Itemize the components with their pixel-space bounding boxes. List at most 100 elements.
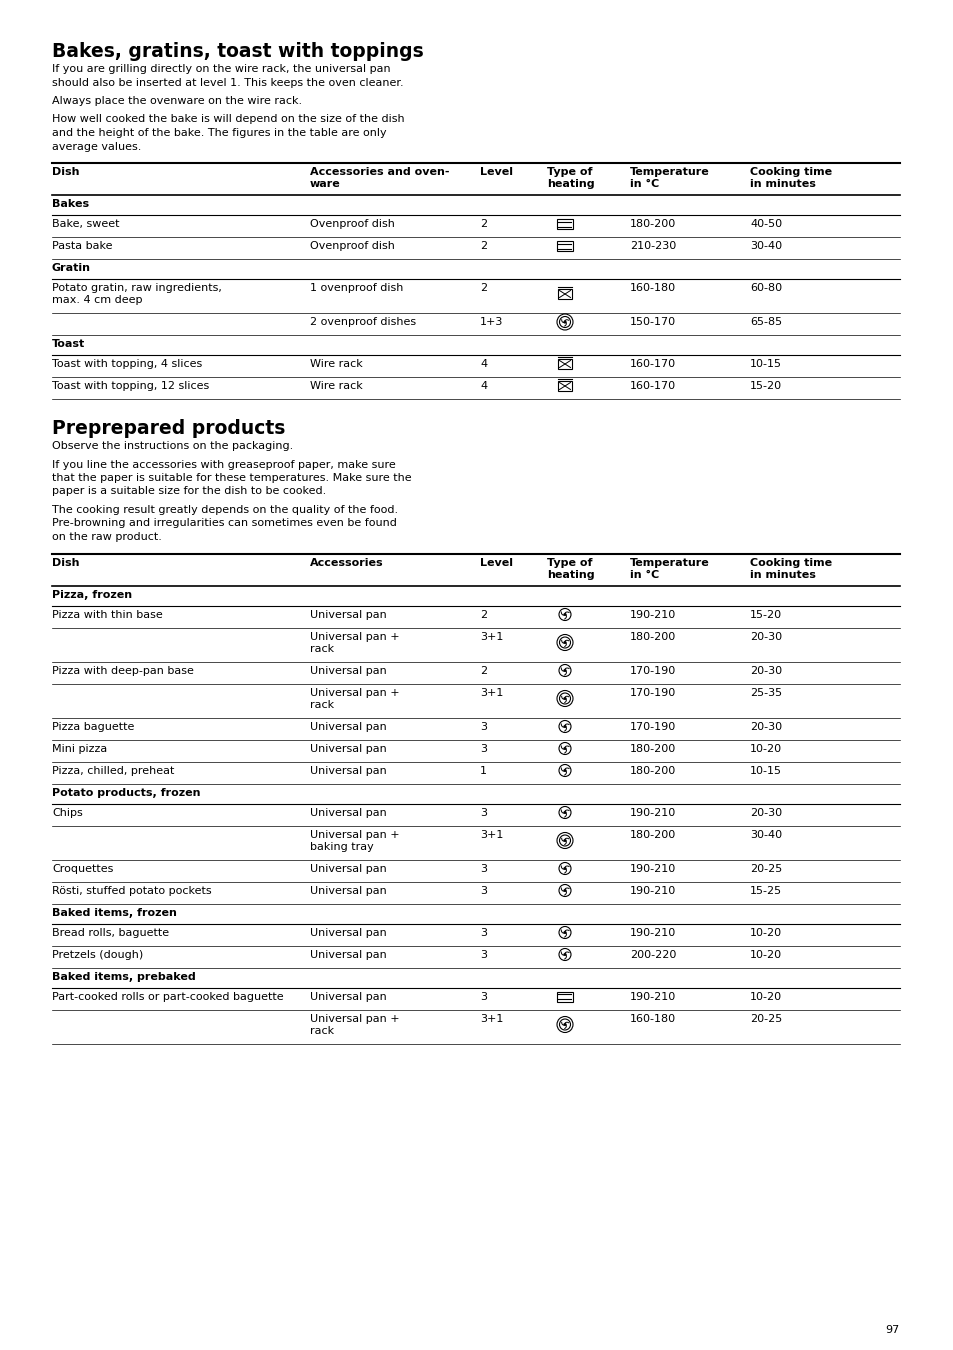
Text: Accessories and oven-: Accessories and oven- xyxy=(310,167,449,177)
Text: heating: heating xyxy=(546,570,594,579)
Text: rack: rack xyxy=(310,644,334,653)
Text: average values.: average values. xyxy=(52,142,141,151)
Text: How well cooked the bake is will depend on the size of the dish: How well cooked the bake is will depend … xyxy=(52,115,404,124)
Text: 2: 2 xyxy=(479,219,487,230)
Text: 1 ovenproof dish: 1 ovenproof dish xyxy=(310,284,403,293)
Text: 160-170: 160-170 xyxy=(629,381,676,392)
Bar xyxy=(557,242,573,251)
Text: Level: Level xyxy=(479,167,513,177)
Text: 3: 3 xyxy=(479,864,486,873)
Text: 180-200: 180-200 xyxy=(629,765,676,775)
Text: Dish: Dish xyxy=(52,558,79,567)
Circle shape xyxy=(563,321,566,323)
Text: Universal pan: Universal pan xyxy=(310,864,386,873)
Text: 1+3: 1+3 xyxy=(479,317,503,327)
Text: Toast: Toast xyxy=(52,339,85,350)
Text: 160-170: 160-170 xyxy=(629,359,676,369)
Text: 3: 3 xyxy=(479,721,486,732)
Circle shape xyxy=(563,953,566,956)
Text: 180-200: 180-200 xyxy=(629,219,676,230)
Text: 3+1: 3+1 xyxy=(479,829,503,840)
Text: and the height of the bake. The figures in the table are only: and the height of the bake. The figures … xyxy=(52,128,386,138)
Text: 200-220: 200-220 xyxy=(629,949,676,960)
Text: 3: 3 xyxy=(479,807,486,818)
Text: Pizza with thin base: Pizza with thin base xyxy=(52,609,163,620)
Text: 190-210: 190-210 xyxy=(629,609,676,620)
Text: Type of: Type of xyxy=(546,167,592,177)
Text: Universal pan: Universal pan xyxy=(310,927,386,937)
Text: Ovenproof dish: Ovenproof dish xyxy=(310,219,395,230)
Text: Bread rolls, baguette: Bread rolls, baguette xyxy=(52,927,169,937)
Text: Universal pan: Universal pan xyxy=(310,721,386,732)
Circle shape xyxy=(563,890,566,892)
Text: in °C: in °C xyxy=(629,570,659,579)
Text: Bakes: Bakes xyxy=(52,198,89,209)
Text: 2 ovenproof dishes: 2 ovenproof dishes xyxy=(310,317,416,327)
Text: Observe the instructions on the packaging.: Observe the instructions on the packagin… xyxy=(52,441,293,451)
Text: 10-20: 10-20 xyxy=(749,949,781,960)
Text: 170-190: 170-190 xyxy=(629,721,676,732)
Text: in °C: in °C xyxy=(629,180,659,189)
Text: 3: 3 xyxy=(479,744,486,753)
Text: in minutes: in minutes xyxy=(749,180,815,189)
Text: 30-40: 30-40 xyxy=(749,829,781,840)
Text: If you line the accessories with greaseproof paper, make sure: If you line the accessories with greasep… xyxy=(52,459,395,470)
Text: 20-30: 20-30 xyxy=(749,666,781,675)
Text: that the paper is suitable for these temperatures. Make sure the: that the paper is suitable for these tem… xyxy=(52,472,411,483)
Text: Temperature: Temperature xyxy=(629,558,709,567)
Text: 10-20: 10-20 xyxy=(749,991,781,1002)
Text: 20-25: 20-25 xyxy=(749,864,781,873)
Text: Mini pizza: Mini pizza xyxy=(52,744,107,753)
Text: Baked items, frozen: Baked items, frozen xyxy=(52,907,176,918)
Text: Bake, sweet: Bake, sweet xyxy=(52,219,119,230)
Text: 20-30: 20-30 xyxy=(749,807,781,818)
Text: Universal pan +: Universal pan + xyxy=(310,632,399,641)
Text: Universal pan: Universal pan xyxy=(310,886,386,895)
Text: 3: 3 xyxy=(479,991,486,1002)
Text: Cooking time: Cooking time xyxy=(749,167,831,177)
Text: Croquettes: Croquettes xyxy=(52,864,113,873)
Circle shape xyxy=(563,670,566,672)
Text: Toast with topping, 4 slices: Toast with topping, 4 slices xyxy=(52,359,202,369)
Text: The cooking result greatly depends on the quality of the food.: The cooking result greatly depends on th… xyxy=(52,505,397,514)
Text: Universal pan: Universal pan xyxy=(310,666,386,675)
Text: rack: rack xyxy=(310,1026,334,1035)
Text: Dish: Dish xyxy=(52,167,79,177)
Circle shape xyxy=(563,840,566,841)
Text: max. 4 cm deep: max. 4 cm deep xyxy=(52,296,142,305)
Text: 180-200: 180-200 xyxy=(629,632,676,641)
Text: on the raw product.: on the raw product. xyxy=(52,532,162,541)
Text: Gratin: Gratin xyxy=(52,263,91,273)
Text: 3+1: 3+1 xyxy=(479,687,503,698)
Text: Chips: Chips xyxy=(52,807,83,818)
Text: 3: 3 xyxy=(479,949,486,960)
Text: 160-180: 160-180 xyxy=(629,1014,676,1023)
Text: 190-210: 190-210 xyxy=(629,927,676,937)
Text: 3+1: 3+1 xyxy=(479,632,503,641)
Text: 190-210: 190-210 xyxy=(629,864,676,873)
Text: 150-170: 150-170 xyxy=(629,317,676,327)
Text: Pizza baguette: Pizza baguette xyxy=(52,721,134,732)
Text: Pizza, frozen: Pizza, frozen xyxy=(52,590,132,599)
Text: Universal pan: Universal pan xyxy=(310,765,386,775)
Text: 15-20: 15-20 xyxy=(749,381,781,392)
Text: 10-15: 10-15 xyxy=(749,359,781,369)
Text: 4: 4 xyxy=(479,359,487,369)
Text: 4: 4 xyxy=(479,381,487,392)
Text: Pretzels (dough): Pretzels (dough) xyxy=(52,949,143,960)
Text: Temperature: Temperature xyxy=(629,167,709,177)
Text: If you are grilling directly on the wire rack, the universal pan: If you are grilling directly on the wire… xyxy=(52,63,390,74)
Text: heating: heating xyxy=(546,180,594,189)
Text: baking tray: baking tray xyxy=(310,841,374,852)
Text: 15-25: 15-25 xyxy=(749,886,781,895)
Text: Part-cooked rolls or part-cooked baguette: Part-cooked rolls or part-cooked baguett… xyxy=(52,991,283,1002)
Text: 3: 3 xyxy=(479,927,486,937)
Text: 20-30: 20-30 xyxy=(749,632,781,641)
Text: rack: rack xyxy=(310,699,334,710)
Text: 170-190: 170-190 xyxy=(629,687,676,698)
Text: Potato gratin, raw ingredients,: Potato gratin, raw ingredients, xyxy=(52,284,222,293)
Text: Wire rack: Wire rack xyxy=(310,381,362,392)
Text: Always place the ovenware on the wire rack.: Always place the ovenware on the wire ra… xyxy=(52,96,302,107)
Bar xyxy=(558,381,572,392)
Text: Universal pan: Universal pan xyxy=(310,609,386,620)
